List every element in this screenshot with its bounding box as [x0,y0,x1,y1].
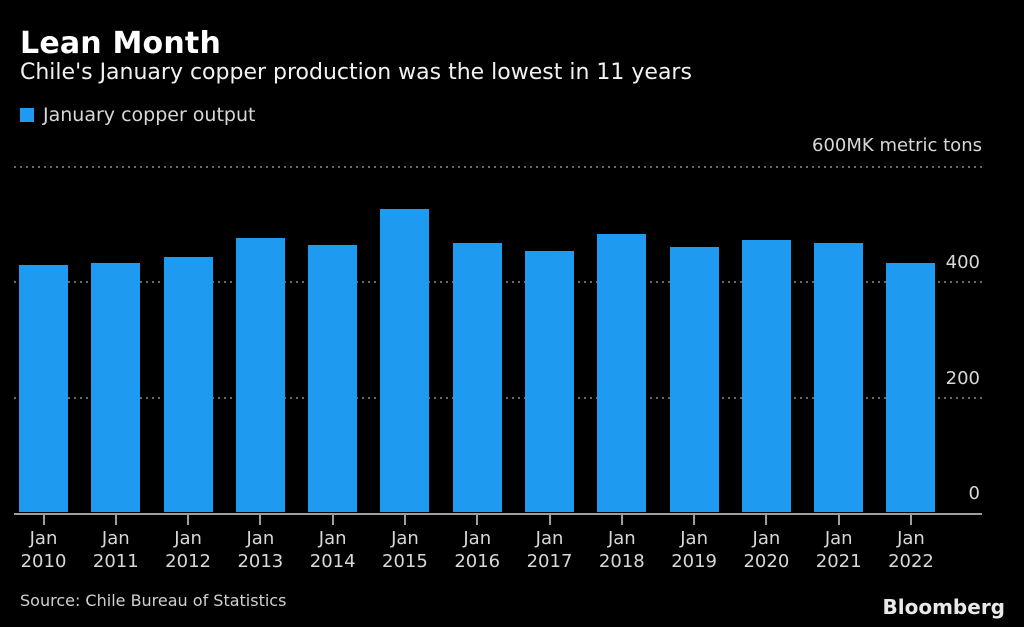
x-axis-label-jan-2015: Jan 2015 [382,528,428,572]
gridline-600 [14,165,982,168]
x-axis-label-jan-2020: Jan 2020 [743,528,790,572]
y-tick-label-200: 200 [945,367,980,389]
bar-jan-2014 [308,245,358,512]
bar-jan-2021 [814,242,864,512]
bloomberg-logo: Bloomberg [882,595,1005,619]
x-tick-jan-2019 [693,515,696,525]
y-tick-label-0: 0 [968,483,980,504]
chart-subtitle: Chile's January copper production was th… [20,60,692,85]
x-tick-jan-2011 [114,515,117,525]
legend: January copper output [20,104,255,126]
x-tick-jan-2018 [620,515,623,525]
x-axis-label-jan-2014: Jan 2014 [309,528,356,572]
bar-jan-2016 [452,242,502,512]
bar-jan-2020 [741,239,791,512]
bar-jan-2015 [380,208,430,512]
bar-jan-2010 [19,264,68,512]
source-note: Source: Chile Bureau of Statistics [20,591,287,610]
x-axis-label-jan-2019: Jan 2019 [671,528,718,572]
chart-title: Lean Month [20,26,222,61]
y-tick-label-400: 400 [945,252,980,273]
x-axis-label-jan-2012: Jan 2012 [165,528,211,572]
bar-jan-2022 [886,263,936,512]
bar-jan-2013 [235,238,285,512]
x-tick-jan-2022 [909,515,912,525]
bar-jan-2017 [525,250,575,512]
x-tick-jan-2015 [403,515,406,525]
legend-label: January copper output [43,104,256,126]
bar-jan-2018 [597,234,647,512]
x-axis-label-jan-2016: Jan 2016 [454,528,501,572]
bar-jan-2012 [163,256,213,512]
x-tick-jan-2012 [187,515,190,525]
legend-swatch-icon [20,108,34,122]
x-tick-jan-2010 [42,515,45,525]
bar-jan-2019 [669,246,719,512]
x-axis-baseline [14,513,982,515]
x-tick-jan-2014 [331,515,334,525]
x-axis-label-jan-2021: Jan 2021 [815,528,862,572]
y-axis-unit-label: 600MK metric tons [812,135,982,156]
x-tick-jan-2021 [837,515,840,525]
x-tick-jan-2016 [476,515,479,525]
x-tick-jan-2020 [765,515,768,525]
x-tick-jan-2013 [259,515,262,525]
x-axis-label-jan-2022: Jan 2022 [888,528,934,572]
bar-jan-2011 [91,263,141,512]
x-axis-label-jan-2018: Jan 2018 [598,528,645,572]
x-axis-label-jan-2011: Jan 2011 [92,528,139,572]
x-tick-jan-2017 [548,515,551,525]
x-axis-label-jan-2013: Jan 2013 [237,528,284,572]
x-axis-label-jan-2017: Jan 2017 [526,528,573,572]
x-axis-label-jan-2010: Jan 2010 [20,528,67,572]
